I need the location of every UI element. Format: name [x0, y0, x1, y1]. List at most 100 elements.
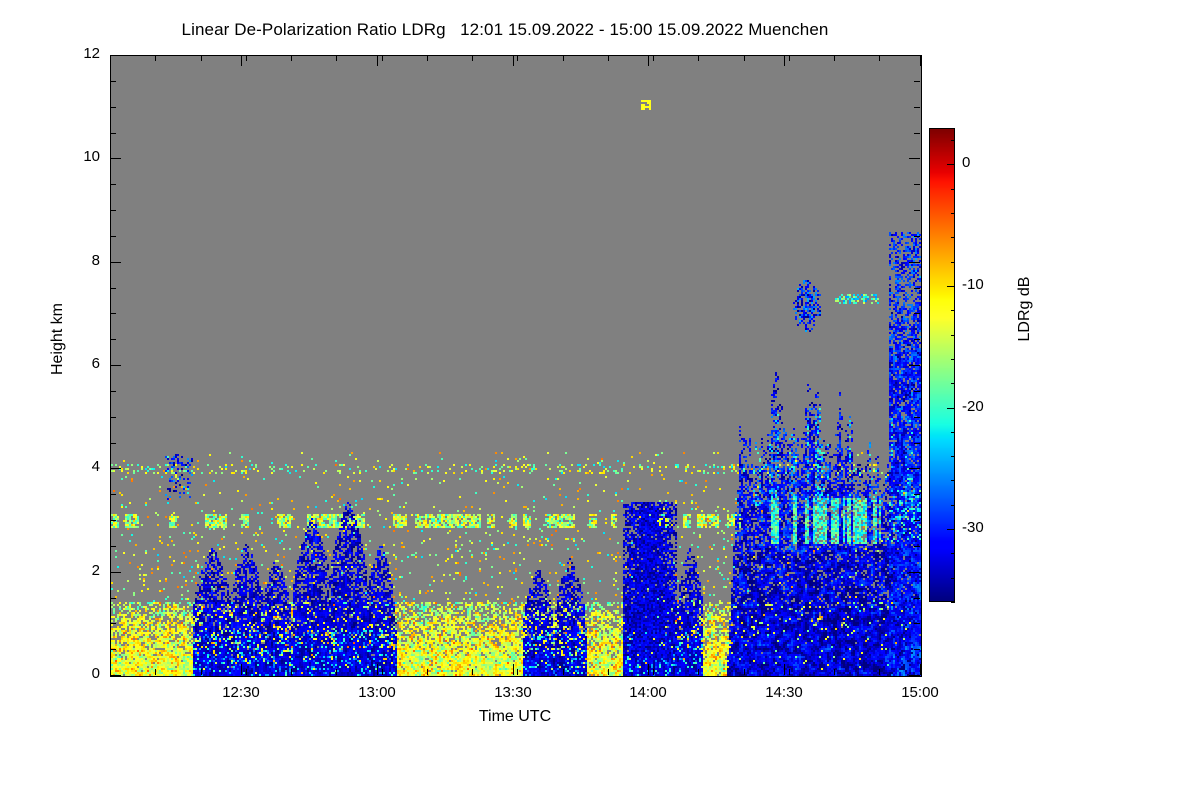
axis-tick — [110, 55, 121, 56]
colorbar-tick-label: 0 — [962, 154, 971, 171]
axis-tick — [110, 468, 121, 469]
axis-tick — [517, 55, 518, 61]
axis-tick — [110, 288, 116, 289]
axis-tick — [110, 520, 116, 521]
axis-tick — [698, 669, 699, 675]
axis-tick — [914, 133, 920, 134]
axis-tick — [377, 664, 378, 675]
axis-tick — [789, 669, 790, 675]
axis-tick — [427, 55, 428, 61]
axis-tick — [920, 664, 921, 675]
axis-tick — [110, 598, 116, 599]
axis-tick — [947, 529, 955, 530]
axis-tick — [513, 55, 514, 66]
axis-tick — [951, 383, 955, 384]
axis-tick — [110, 675, 121, 676]
axis-tick — [914, 236, 920, 237]
axis-tick — [608, 669, 609, 675]
axis-tick — [110, 210, 116, 211]
axis-tick — [914, 107, 920, 108]
axis-tick — [517, 669, 518, 675]
axis-tick — [834, 669, 835, 675]
axis-tick — [382, 55, 383, 61]
axis-tick — [879, 55, 880, 61]
axis-tick — [784, 664, 785, 675]
axis-tick — [951, 553, 955, 554]
axis-tick — [920, 55, 921, 66]
axis-tick — [472, 669, 473, 675]
axis-tick — [241, 664, 242, 675]
axis-tick — [914, 417, 920, 418]
axis-tick — [951, 262, 955, 263]
y-tick-label: 10 — [83, 148, 100, 165]
axis-tick — [110, 623, 116, 624]
axis-tick — [951, 213, 955, 214]
y-tick-label: 6 — [91, 355, 100, 372]
axis-tick — [951, 359, 955, 360]
axis-tick — [909, 675, 920, 676]
axis-tick — [110, 669, 111, 675]
axis-tick — [914, 210, 920, 211]
colorbar-gradient — [929, 128, 955, 602]
axis-tick — [241, 55, 242, 66]
axis-tick — [377, 55, 378, 66]
colorbar-title: LDRg dB — [1016, 276, 1033, 342]
axis-tick — [914, 623, 920, 624]
y-tick-label: 0 — [91, 665, 100, 682]
axis-tick — [909, 158, 920, 159]
axis-tick — [336, 55, 337, 61]
axis-tick — [951, 335, 955, 336]
y-tick-label: 4 — [91, 458, 100, 475]
axis-tick — [914, 81, 920, 82]
axis-tick — [947, 408, 955, 409]
axis-tick — [744, 669, 745, 675]
y-tick-label: 2 — [91, 562, 100, 579]
axis-tick — [648, 664, 649, 675]
colorbar-tick-label: -30 — [962, 519, 984, 536]
axis-tick — [110, 262, 121, 263]
axis-tick — [914, 443, 920, 444]
axis-tick — [201, 669, 202, 675]
colorbar-tick-label: -10 — [962, 276, 984, 293]
axis-tick — [110, 313, 116, 314]
axis-tick — [155, 55, 156, 61]
axis-tick — [291, 669, 292, 675]
x-axis-title: Time UTC — [478, 708, 552, 725]
axis-tick — [914, 494, 920, 495]
axis-tick — [110, 443, 116, 444]
axis-tick — [110, 494, 116, 495]
axis-tick — [914, 288, 920, 289]
axis-tick — [909, 468, 920, 469]
axis-tick — [744, 55, 745, 61]
axis-tick — [914, 520, 920, 521]
axis-tick — [914, 649, 920, 650]
x-tick-label: 15:00 — [901, 684, 939, 701]
axis-tick — [110, 572, 121, 573]
axis-tick — [914, 313, 920, 314]
axis-tick — [947, 164, 955, 165]
axis-tick — [110, 81, 116, 82]
axis-tick — [648, 55, 649, 66]
axis-tick — [110, 158, 121, 159]
chart-title: Linear De-Polarization Ratio LDRg 12:01 … — [181, 20, 829, 39]
axis-tick — [951, 189, 955, 190]
axis-tick — [246, 55, 247, 61]
plot-area — [110, 55, 922, 677]
axis-tick — [110, 546, 116, 547]
axis-tick — [951, 140, 955, 141]
axis-tick — [951, 237, 955, 238]
axis-tick — [563, 55, 564, 61]
axis-tick — [909, 262, 920, 263]
axis-tick — [914, 184, 920, 185]
axis-tick — [336, 669, 337, 675]
y-tick-label: 8 — [91, 252, 100, 269]
ldr-heatmap-canvas — [111, 56, 921, 676]
x-tick-label: 13:30 — [494, 684, 532, 701]
axis-tick — [472, 55, 473, 61]
axis-tick — [834, 55, 835, 61]
axis-tick — [653, 55, 654, 61]
x-tick-label: 13:00 — [358, 684, 396, 701]
colorbar-tick-label: -20 — [962, 398, 984, 415]
axis-tick — [291, 55, 292, 61]
